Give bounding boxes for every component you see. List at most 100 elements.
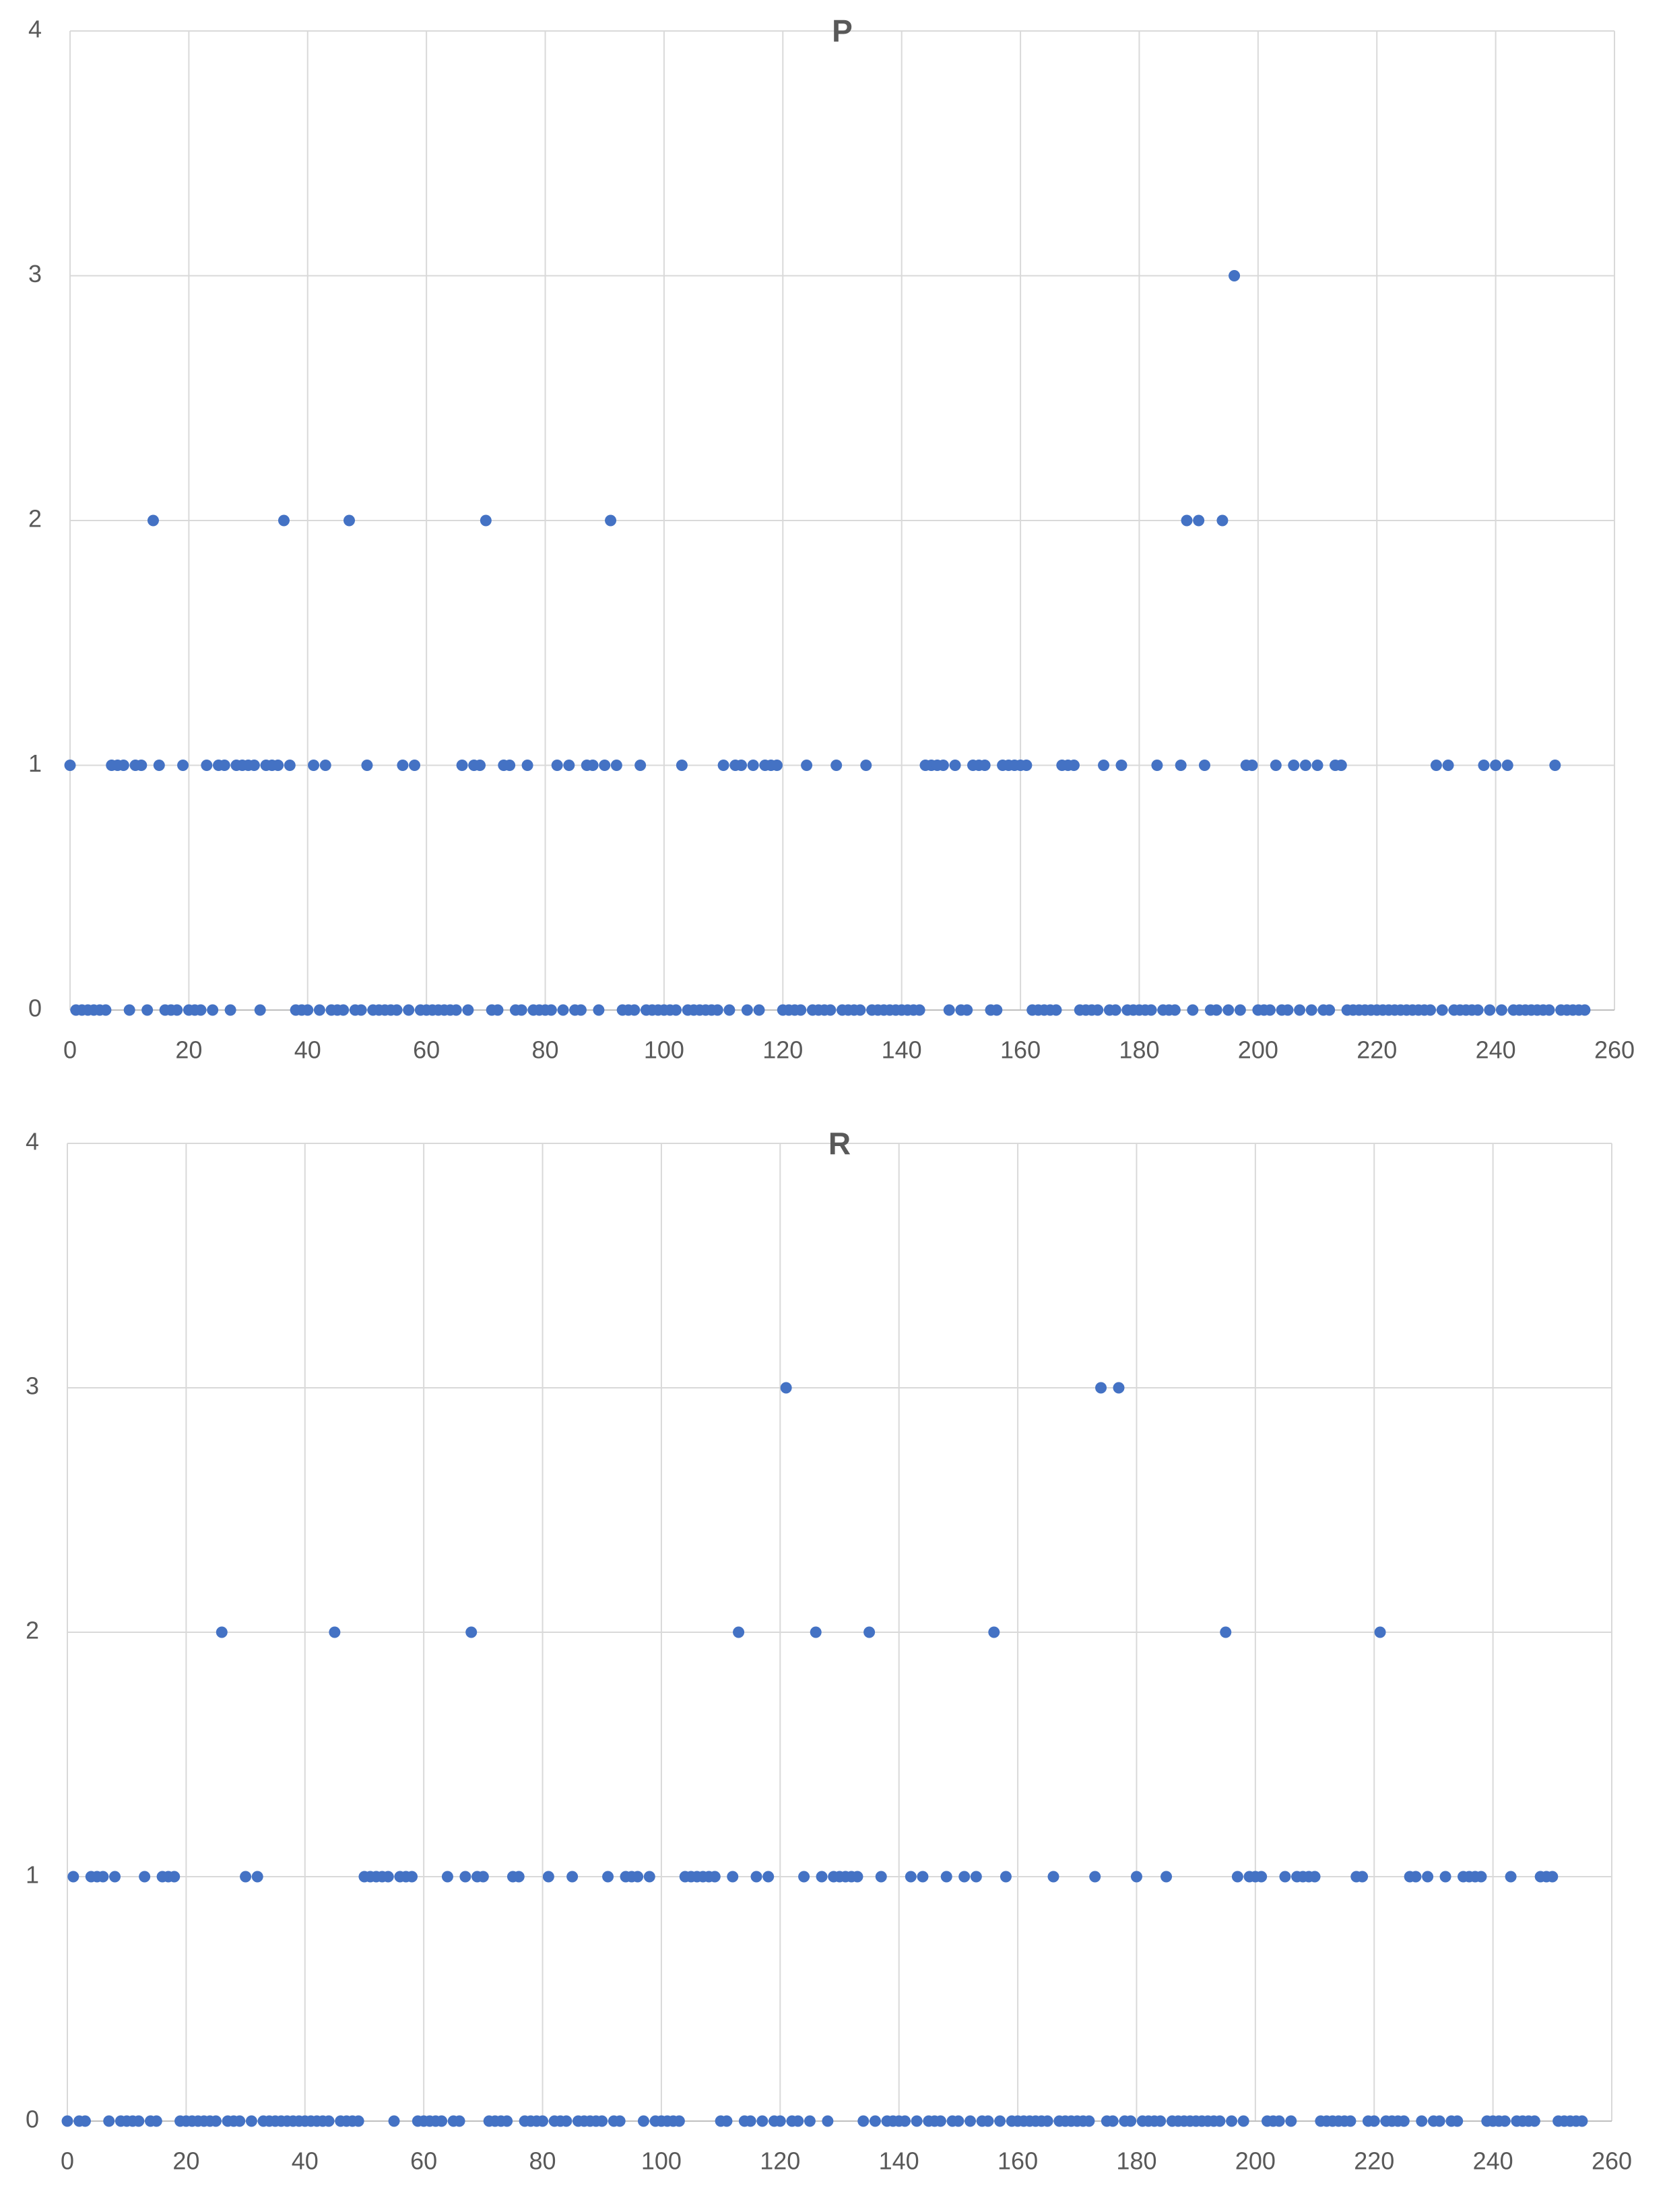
scatter-point	[602, 1871, 614, 1883]
scatter-point	[780, 1382, 792, 1394]
scatter-point	[1000, 1871, 1012, 1883]
scatter-point	[1528, 2115, 1540, 2127]
scatter-point	[596, 2115, 608, 2127]
scatter-point	[1210, 1004, 1222, 1016]
x-tick-label: 260	[1592, 2147, 1632, 2175]
scatter-point	[982, 2115, 994, 2127]
scatter-point	[103, 2115, 115, 2127]
scatter-point	[171, 1004, 183, 1016]
chart-title: P	[832, 13, 853, 48]
scatter-point	[207, 1004, 219, 1016]
x-tick-label: 40	[292, 2147, 319, 2175]
scatter-point	[753, 1004, 765, 1016]
scatter-point	[804, 2115, 816, 2127]
scatter-point	[1368, 2115, 1380, 2127]
x-tick-label: 60	[413, 1036, 440, 1064]
scatter-point	[1433, 2115, 1445, 2127]
scatter-point	[913, 1004, 925, 1016]
scatter-point	[406, 1871, 418, 1883]
scatter-point	[542, 1871, 554, 1883]
scatter-point	[557, 1004, 569, 1016]
scatter-point	[905, 1871, 917, 1883]
y-tick-label: 3	[28, 260, 42, 288]
scatter-point	[361, 760, 373, 771]
scatter-point	[1237, 2115, 1249, 2127]
scatter-point	[537, 2115, 549, 2127]
scatter-point	[109, 1871, 121, 1883]
scatter-point	[676, 760, 688, 771]
scatter-point	[1068, 760, 1080, 771]
scatter-point	[218, 760, 230, 771]
scatter-point	[1115, 760, 1127, 771]
scatter-point	[337, 1004, 350, 1016]
scatter-point	[741, 1004, 753, 1016]
x-tick-label: 80	[532, 1036, 559, 1064]
scatter-point	[1107, 2115, 1119, 2127]
scatter-point	[504, 760, 516, 771]
scatter-point	[810, 1626, 822, 1638]
scatter-point	[717, 760, 729, 771]
scatter-point	[1198, 760, 1210, 771]
scatter-point	[1374, 1626, 1386, 1638]
scatter-point	[224, 1004, 236, 1016]
scatter-point	[1282, 1004, 1294, 1016]
y-tick-label: 2	[28, 505, 42, 533]
scatter-point	[117, 760, 129, 771]
scatter-point	[1311, 760, 1323, 771]
scatter-point	[391, 1004, 403, 1016]
scatter-point	[352, 2115, 364, 2127]
scatter-point	[355, 1004, 367, 1016]
scatter-point	[1231, 1871, 1243, 1883]
scatter-point	[614, 2115, 626, 2127]
scatter-point	[970, 1871, 982, 1883]
scatter-point	[709, 1871, 721, 1883]
scatter-point	[670, 1004, 682, 1016]
scatter-point	[854, 1004, 866, 1016]
scatter-point	[744, 2115, 756, 2127]
scatter-point	[863, 1626, 876, 1638]
scatter-point	[875, 1871, 887, 1883]
scatter-point	[747, 760, 759, 771]
scatter-point	[551, 760, 563, 771]
scatter-point	[830, 760, 843, 771]
scatter-point	[323, 2115, 335, 2127]
x-tick-label: 260	[1594, 1036, 1635, 1064]
scatter-point	[991, 1004, 1003, 1016]
scatter-point	[628, 1004, 641, 1016]
scatter-point	[1109, 1004, 1121, 1016]
scatter-point	[1439, 1871, 1451, 1883]
x-tick-label: 80	[529, 2147, 556, 2175]
scatter-point	[979, 760, 991, 771]
scatter-point	[462, 1004, 474, 1016]
scatter-point	[97, 1871, 109, 1883]
scatter-point	[1226, 2115, 1238, 2127]
y-tick-label: 1	[26, 1861, 39, 1889]
scatter-point	[1083, 2115, 1095, 2127]
scatter-point	[575, 1004, 587, 1016]
scatter-point	[513, 1871, 525, 1883]
scatter-point	[1161, 1871, 1173, 1883]
x-tick-label: 200	[1235, 2147, 1276, 2175]
scatter-point	[1549, 760, 1561, 771]
scatter-point	[1309, 1871, 1321, 1883]
scatter-point	[441, 1871, 453, 1883]
y-tick-label: 2	[26, 1617, 39, 1644]
scatter-point	[1264, 1004, 1276, 1016]
scatter-point	[632, 1871, 644, 1883]
x-tick-label: 220	[1354, 2147, 1394, 2175]
scatter-point	[456, 760, 468, 771]
scatter-point	[272, 760, 284, 771]
x-tick-label: 100	[644, 1036, 684, 1064]
scatter-point	[1273, 2115, 1285, 2127]
scatter-point	[824, 1004, 837, 1016]
scatter-point	[1305, 1004, 1317, 1016]
scatter-point	[254, 1004, 266, 1016]
scatter-point	[1234, 1004, 1246, 1016]
scatter-point	[1089, 1871, 1101, 1883]
scatter-point	[1505, 1871, 1517, 1883]
scatter-point	[100, 1004, 112, 1016]
scatter-point	[1495, 1004, 1507, 1016]
x-tick-label: 140	[882, 1036, 922, 1064]
scatter-point	[1499, 2115, 1511, 2127]
scatter-point	[822, 2115, 834, 2127]
